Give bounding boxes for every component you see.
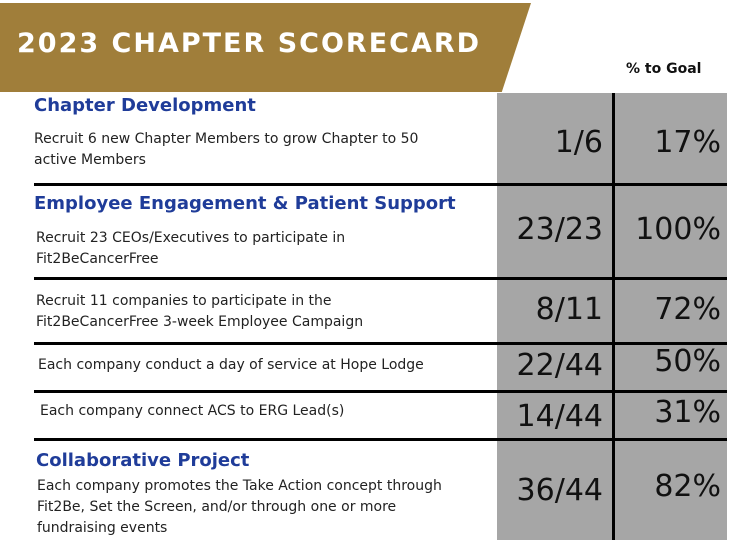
percent-value: 31% [654,395,721,430]
page-title: 2023 CHAPTER SCORECARD [17,28,482,59]
progress-value: 36/44 [516,473,603,508]
section-employee-engagement: Employee Engagement & Patient Support [34,193,456,214]
percent-value: 100% [635,212,721,247]
goal-text: Recruit 11 companies to participate in t… [36,293,364,330]
progress-value: 1/6 [554,125,603,160]
goal-text: Recruit 23 CEOs/Executives to participat… [36,230,346,267]
progress-value: 23/23 [516,212,603,247]
percent-value: 72% [654,292,721,327]
goal-text: Each company promotes the Take Action co… [37,478,442,536]
progress-value: 14/44 [516,399,603,434]
percent-value: 82% [654,469,721,504]
percent-column [615,93,727,540]
row-divider [34,390,727,393]
row-divider [34,342,727,345]
progress-value: 22/44 [516,348,603,383]
percent-value: 50% [654,344,721,379]
section-chapter-development: Chapter Development [34,95,256,116]
column-divider [612,93,615,540]
row-divider [34,277,727,280]
title-banner [0,3,531,92]
goal-text: Each company connect ACS to ERG Lead(s) [40,403,345,419]
percent-to-goal-header: % to Goal [626,61,702,77]
goal-text: Recruit 6 new Chapter Members to grow Ch… [34,131,419,168]
progress-column [497,93,613,540]
row-divider [34,183,727,186]
row-divider [34,438,727,441]
goal-text: Each company conduct a day of service at… [38,357,424,373]
percent-value: 17% [654,125,721,160]
progress-value: 8/11 [535,292,603,327]
section-collaborative-project: Collaborative Project [36,450,250,471]
